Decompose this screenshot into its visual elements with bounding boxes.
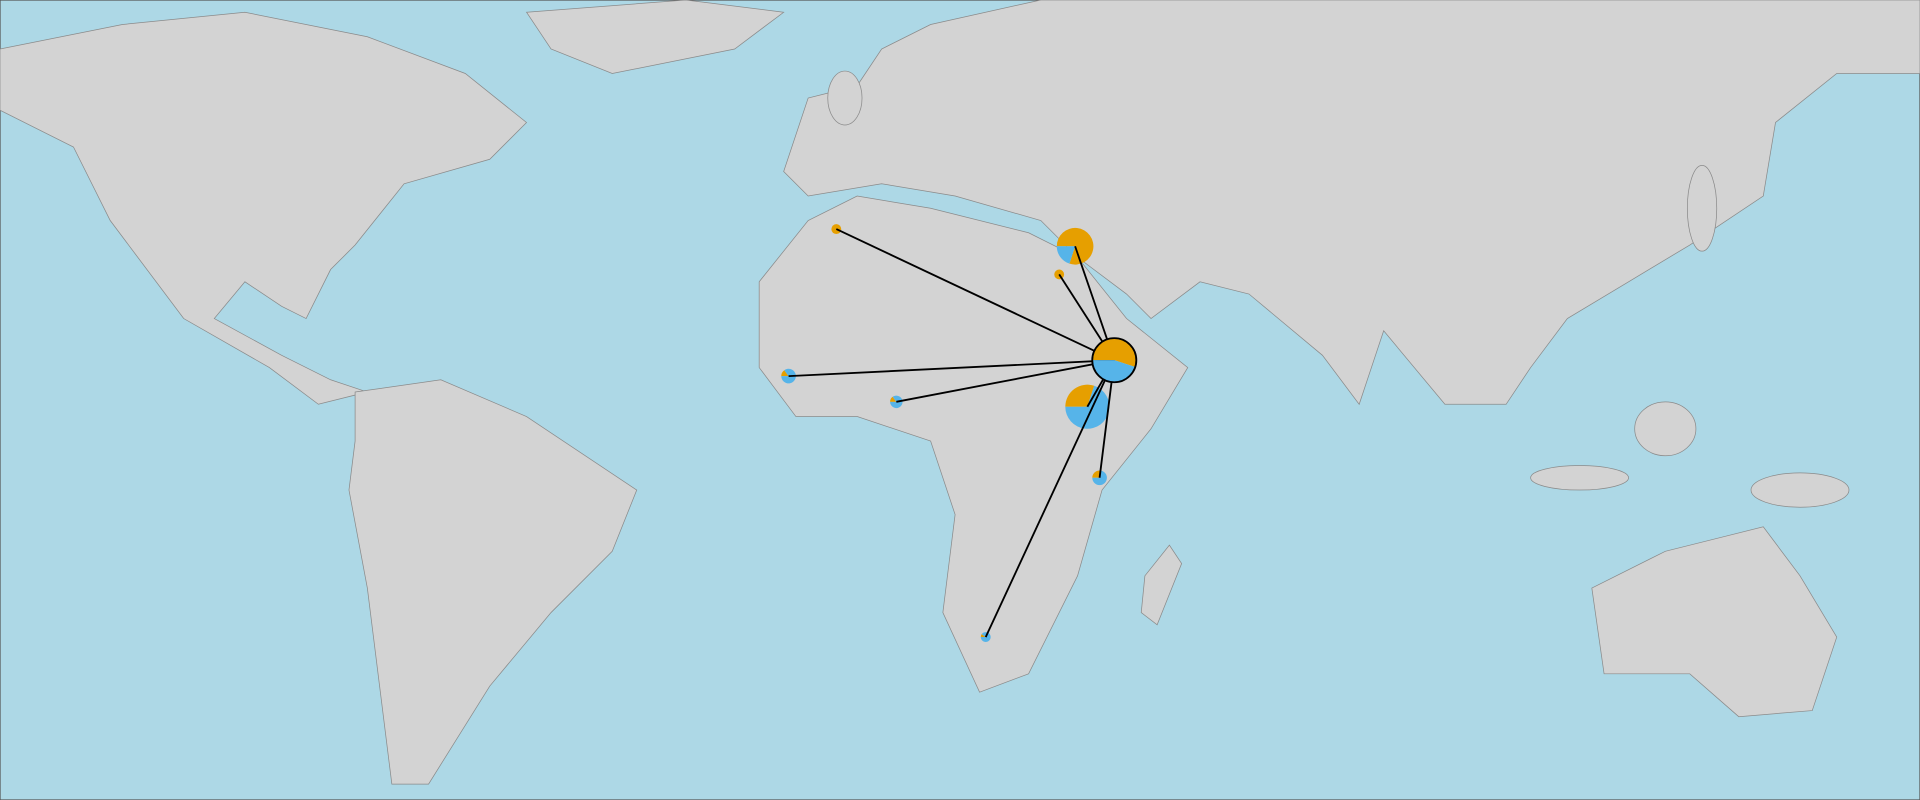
pie <box>890 395 903 409</box>
pie-slice <box>1092 338 1137 367</box>
australia <box>1591 526 1838 718</box>
pie-slice <box>781 370 789 377</box>
connection <box>788 359 1115 378</box>
island <box>1530 465 1629 491</box>
pie-layer <box>781 224 1138 642</box>
pie-slice <box>890 396 897 402</box>
pie <box>1092 470 1107 486</box>
pie-slice <box>1092 470 1107 486</box>
island <box>1750 472 1850 508</box>
south-america <box>348 379 638 785</box>
greenland <box>525 0 785 74</box>
pie-slice <box>890 395 903 409</box>
madagascar <box>1140 544 1183 626</box>
pie-slice <box>1056 246 1076 264</box>
pie-slice <box>1092 360 1136 383</box>
pie-size <box>1091 337 1138 384</box>
connection <box>896 359 1115 403</box>
connection <box>835 228 1115 362</box>
pie-slice <box>1065 384 1095 407</box>
island <box>1686 165 1718 252</box>
pie-slice <box>980 634 986 638</box>
pie <box>1091 337 1138 384</box>
pie <box>980 632 991 642</box>
africa <box>758 195 1189 693</box>
north-america <box>0 11 528 405</box>
island <box>1634 401 1697 457</box>
pie-slice <box>1092 470 1100 478</box>
island <box>827 70 863 126</box>
connection <box>984 359 1116 638</box>
